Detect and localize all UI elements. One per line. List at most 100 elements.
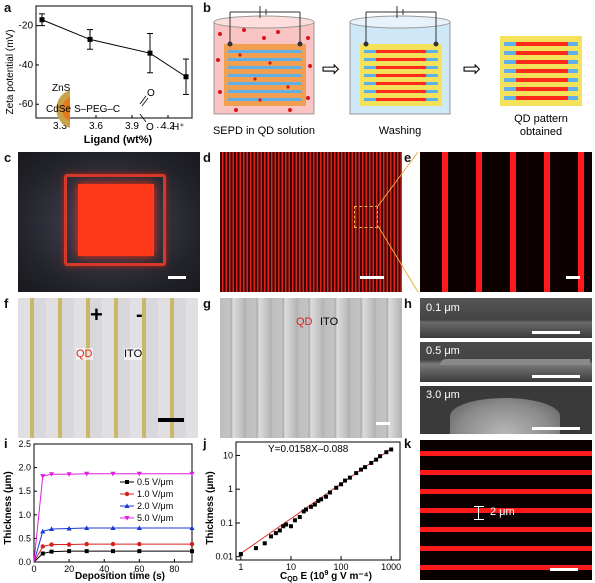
thickness-label-2: 0.5 μm — [426, 345, 460, 357]
j-ylabel: Thickness (μm) — [205, 471, 216, 544]
qd-pattern-result — [500, 36, 582, 106]
i-ylabel: Thickness (μm) — [3, 471, 14, 544]
sem-cross-section-1: 0.1 μm — [420, 298, 592, 338]
panel-label-c: c — [4, 150, 12, 165]
photo-g-sem: QD ITO — [220, 298, 402, 438]
i-ytick-label: 2.5 — [18, 439, 31, 449]
panel-label-d: d — [203, 150, 211, 165]
j-point — [284, 522, 289, 527]
j-plot-frame — [235, 441, 401, 561]
scale-bar-h3 — [532, 427, 580, 430]
i-point — [66, 525, 72, 531]
inset-core-label: CdSe — [46, 104, 71, 115]
scale-bar-c — [168, 276, 186, 279]
i-ytick-label: 0.0 — [18, 557, 31, 567]
ito-label-f: ITO — [124, 348, 143, 360]
a-series-line — [41, 19, 187, 78]
a-ytick-label: -20 — [19, 21, 34, 32]
i-xtick-label: 40 — [99, 564, 109, 574]
plus-electrode-label: + — [90, 302, 103, 327]
i-ytick-label: 2.0 — [18, 463, 31, 473]
inset-o-bottom: O — [146, 122, 154, 133]
beaker-qd-solution — [213, 6, 315, 115]
i-xlabel: Deposition time (s) — [75, 571, 165, 582]
i-point — [124, 491, 130, 497]
panel-label-b: b — [203, 0, 211, 15]
i-point — [40, 551, 45, 556]
panel-label-g: g — [203, 296, 211, 311]
gap-label: 2 μm — [490, 506, 515, 518]
fit-equation: Y=0.0158X–0.088 — [268, 444, 349, 455]
j-fit-line — [240, 448, 392, 554]
panel-label-a: a — [4, 0, 12, 15]
j-ytick-label: 0.01 — [215, 552, 233, 562]
j-point — [384, 450, 389, 455]
j-point — [343, 478, 348, 483]
i-point — [40, 544, 45, 549]
panel-label-e: e — [404, 150, 412, 165]
j-ytick-label: 1 — [228, 484, 233, 494]
a-ytick-label: -60 — [19, 99, 34, 110]
i-point — [84, 549, 89, 554]
i-point — [66, 542, 72, 547]
j-xlabel: CQD E (109 g V m⁻⁴) — [280, 570, 372, 583]
a-xtick-label: 3.3 — [53, 121, 67, 132]
j-xtick-label: 1 — [238, 562, 243, 572]
i-point — [124, 516, 130, 521]
j-point — [308, 504, 313, 509]
j-point — [262, 541, 267, 546]
i-legend-label: 1.0 V/μm — [137, 489, 173, 499]
a-ylabel: Zeta potential (mV) — [5, 29, 16, 114]
step1-label: SEPD in QD solution — [213, 125, 315, 137]
scale-bar-e — [566, 276, 580, 279]
i-point — [40, 528, 46, 534]
j-point — [288, 524, 293, 529]
i-point — [49, 542, 54, 547]
inset-chain: S–PEG–C — [74, 104, 120, 115]
j-ytick-label: 10 — [223, 450, 233, 460]
i-point — [48, 526, 55, 531]
photo-e-stripes-zoom — [420, 152, 592, 292]
a-point — [183, 74, 189, 80]
scale-bar-g — [376, 422, 390, 425]
j-point — [281, 524, 286, 529]
j-point — [312, 502, 317, 507]
qd-label-f: QD — [76, 348, 93, 360]
inset-hplus: H⁺ — [172, 122, 185, 133]
i-legend-label: 2.0 V/μm — [137, 501, 173, 511]
i-point — [48, 472, 55, 477]
step2-label: Washing — [379, 125, 421, 137]
a-xtick-label: 4.2 — [161, 121, 175, 132]
ligand-inset: ZnS CdSe S–PEG–C O O ··· H⁺ — [46, 83, 185, 133]
j-point — [378, 454, 383, 459]
i-point — [110, 525, 116, 531]
arrow-2-icon: ⇨ — [463, 56, 481, 81]
j-xtick-label: 100 — [334, 562, 349, 572]
qd-square — [78, 184, 154, 256]
j-xtick-label: 10 — [286, 562, 296, 572]
a-ytick-label: -40 — [19, 60, 34, 71]
inset-dots: ··· — [156, 122, 166, 133]
j-point — [323, 494, 328, 499]
thickness-label-1: 0.1 μm — [426, 302, 460, 314]
photo-f-optical: + - QD ITO — [18, 298, 198, 438]
i-point — [189, 525, 195, 531]
i-point — [136, 471, 142, 477]
i-ytick-label: 0.5 — [18, 533, 31, 543]
i-xtick-label: 60 — [134, 564, 144, 574]
i-point — [84, 541, 89, 547]
i-point — [40, 474, 46, 479]
inset-shell-label: ZnS — [52, 83, 71, 94]
i-point — [137, 541, 142, 547]
i-point — [189, 541, 195, 547]
a-xtick-label: 3.9 — [125, 121, 139, 132]
j-point — [362, 465, 367, 470]
i-point — [66, 472, 72, 477]
thickness-vs-time-chart: 0 20 40 60 80 0.0 0.5 1.0 1.5 2.0 2.5 0.5 V/μm 1.0 V… — [3, 439, 195, 582]
a-point — [147, 50, 153, 56]
i-point — [189, 471, 195, 477]
j-point — [374, 457, 379, 462]
j-point — [354, 471, 359, 476]
scale-bar-k — [550, 568, 578, 571]
j-point — [304, 507, 309, 512]
